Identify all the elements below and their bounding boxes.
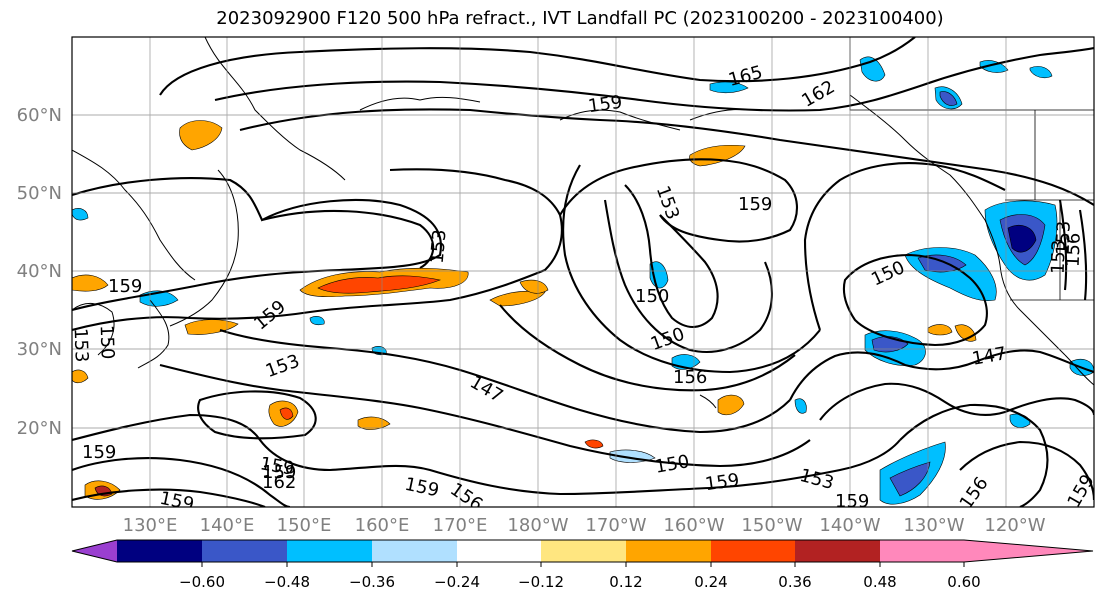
colorbar-cell (372, 540, 457, 562)
colorbar-tick-label: 0.24 (694, 573, 727, 591)
colorbar-ticks (201, 562, 965, 567)
colorbar-tick-label: 0.36 (778, 573, 811, 591)
contour-label: 159 (738, 194, 772, 215)
lat-label: 60°N (17, 105, 62, 126)
coastlines (72, 37, 1094, 409)
colorbar-cell (457, 540, 541, 562)
colorbar-tick-label: −0.12 (518, 573, 564, 591)
colorbar-cell (711, 540, 795, 562)
lon-label: 150°E (277, 515, 332, 536)
lat-label: 50°N (17, 183, 62, 204)
contour-lines (72, 37, 1094, 507)
contour-label: 159 (108, 276, 142, 297)
colorbar-tick-label: −0.24 (434, 573, 480, 591)
colorbar-right-extend (964, 540, 1093, 562)
colorbar-tick-label: −0.36 (349, 573, 395, 591)
colorbar: −0.60 −0.48 −0.36 −0.24 −0.12 0.12 0.24 … (71, 539, 1094, 591)
colorbar-cell (117, 540, 202, 562)
colorbar-cell (202, 540, 287, 562)
lon-label: 140°W (819, 515, 880, 536)
contour-label: 156 (1063, 232, 1085, 267)
contour-label: 159 (82, 442, 116, 463)
colorbar-cells (117, 540, 964, 562)
contour-label: 150 (96, 325, 118, 360)
colorbar-tick-label: −0.48 (264, 573, 310, 591)
contour-label: 159 (587, 92, 624, 118)
lon-label: 150°W (741, 515, 802, 536)
latitude-labels: 60°N 50°N 40°N 30°N 20°N (17, 105, 62, 439)
lat-label: 40°N (17, 261, 62, 282)
lon-label: 170°E (433, 515, 488, 536)
contour-label: 150 (635, 286, 669, 307)
colorbar-outline (71, 539, 1094, 563)
colorbar-cell (795, 540, 880, 562)
lon-label: 130°E (123, 515, 178, 536)
colorbar-cell (541, 540, 626, 562)
contour-label: 162 (262, 472, 296, 493)
map-border (71, 36, 1095, 508)
contour-label: 153 (427, 229, 451, 265)
colorbar-tick-label: 0.48 (863, 573, 896, 591)
colorbar-cell (880, 540, 964, 562)
lat-label: 30°N (17, 339, 62, 360)
shading-patches (72, 56, 1094, 505)
colorbar-tick-labels: −0.60 −0.48 −0.36 −0.24 −0.12 0.12 0.24 … (179, 573, 981, 591)
lon-label: 160°E (355, 515, 410, 536)
colorbar-left-extend (72, 540, 117, 562)
colorbar-tick-label: 0.60 (947, 573, 980, 591)
contour-label: 153 (1048, 239, 1070, 274)
lon-label: 140°E (200, 515, 255, 536)
map-title: 2023092900 F120 500 hPa refract., IVT La… (216, 8, 944, 29)
contour-label: 159 (262, 462, 296, 483)
contour-label: 153 (70, 328, 92, 363)
colorbar-cell (626, 540, 711, 562)
longitude-labels: 130°E 140°E 150°E 160°E 170°E 180°W 170°… (123, 515, 1046, 536)
lat-label: 20°N (17, 418, 62, 439)
colorbar-tick-label: 0.12 (609, 573, 642, 591)
contour-label: 156 (673, 367, 707, 388)
contour-label: 159 (158, 488, 196, 516)
lon-label: 170°W (585, 515, 646, 536)
contour-label: 159 (704, 470, 741, 496)
contour-label: 153 (1053, 220, 1075, 255)
contour-label: 159 (835, 491, 869, 512)
lon-label: 120°W (984, 515, 1045, 536)
map-grid (72, 37, 1094, 507)
colorbar-tick-label: −0.60 (179, 573, 225, 591)
colorbar-cell (287, 540, 372, 562)
lon-label: 180°W (507, 515, 568, 536)
lon-label: 160°W (663, 515, 724, 536)
lon-label: 130°W (903, 515, 964, 536)
